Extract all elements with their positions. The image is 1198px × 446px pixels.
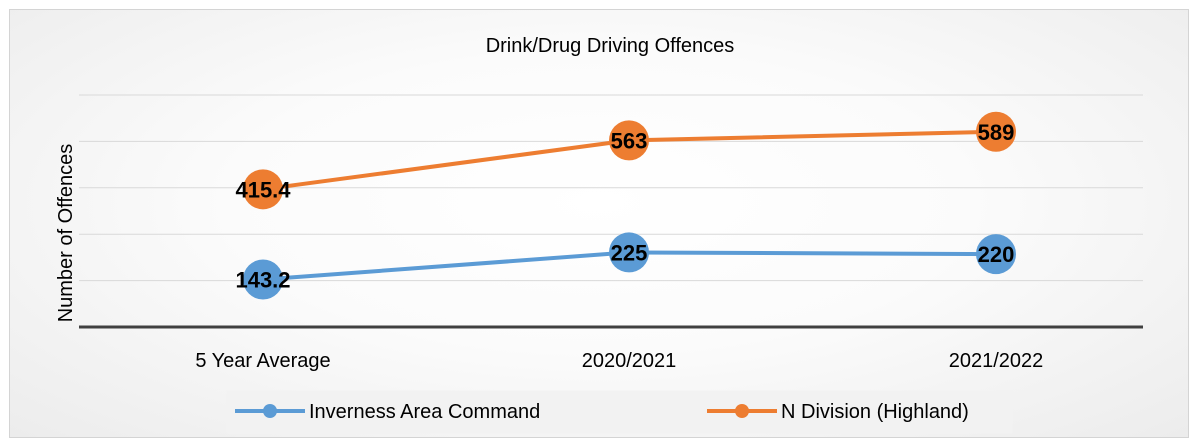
data-label: 225 <box>611 240 648 265</box>
x-tick-label: 2020/2021 <box>582 350 677 372</box>
data-label: 563 <box>611 128 648 153</box>
data-label: 220 <box>978 242 1015 267</box>
data-point <box>609 232 649 273</box>
chart-title: Drink/Drug Driving Offences <box>486 35 735 57</box>
data-point <box>976 111 1016 152</box>
x-axis: 5 Year Average 2020/2021 2021/2022 <box>79 325 1143 372</box>
data-label: 415.4 <box>235 177 291 202</box>
legend-label: Inverness Area Command <box>309 401 540 423</box>
x-tick-label: 5 Year Average <box>195 350 330 372</box>
data-label: 589 <box>978 120 1015 145</box>
y-axis-label: Number of Offences <box>55 144 77 323</box>
x-tick-label: 2021/2022 <box>949 350 1044 372</box>
data-point <box>976 234 1016 275</box>
legend-label: N Division (Highland) <box>781 401 969 423</box>
chart-frame <box>9 9 1189 438</box>
legend-swatch-marker <box>263 404 277 418</box>
data-point <box>609 120 649 161</box>
legend-swatch-marker <box>735 404 749 418</box>
data-point <box>243 169 283 210</box>
legend-box <box>226 390 1013 434</box>
series-layer: 143.2 225 220 415.4 563 589 <box>235 111 1016 300</box>
data-point <box>243 259 283 300</box>
legend: Inverness Area Command N Division (Highla… <box>226 390 1013 434</box>
data-label: 143.2 <box>235 268 290 293</box>
